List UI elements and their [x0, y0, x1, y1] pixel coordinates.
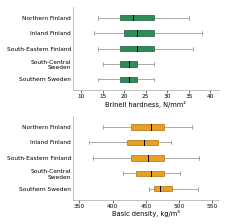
Bar — [124, 30, 154, 36]
Bar — [127, 140, 157, 145]
Bar — [153, 186, 172, 191]
X-axis label: Brinell hardness, N/mm²: Brinell hardness, N/mm² — [105, 101, 185, 108]
Bar — [130, 124, 164, 130]
Bar — [130, 155, 164, 161]
Bar — [135, 170, 164, 176]
Bar — [119, 77, 137, 82]
Bar — [119, 15, 154, 20]
Bar — [119, 46, 154, 51]
Bar — [119, 61, 137, 67]
X-axis label: Basic density, kg/m³: Basic density, kg/m³ — [111, 210, 179, 217]
